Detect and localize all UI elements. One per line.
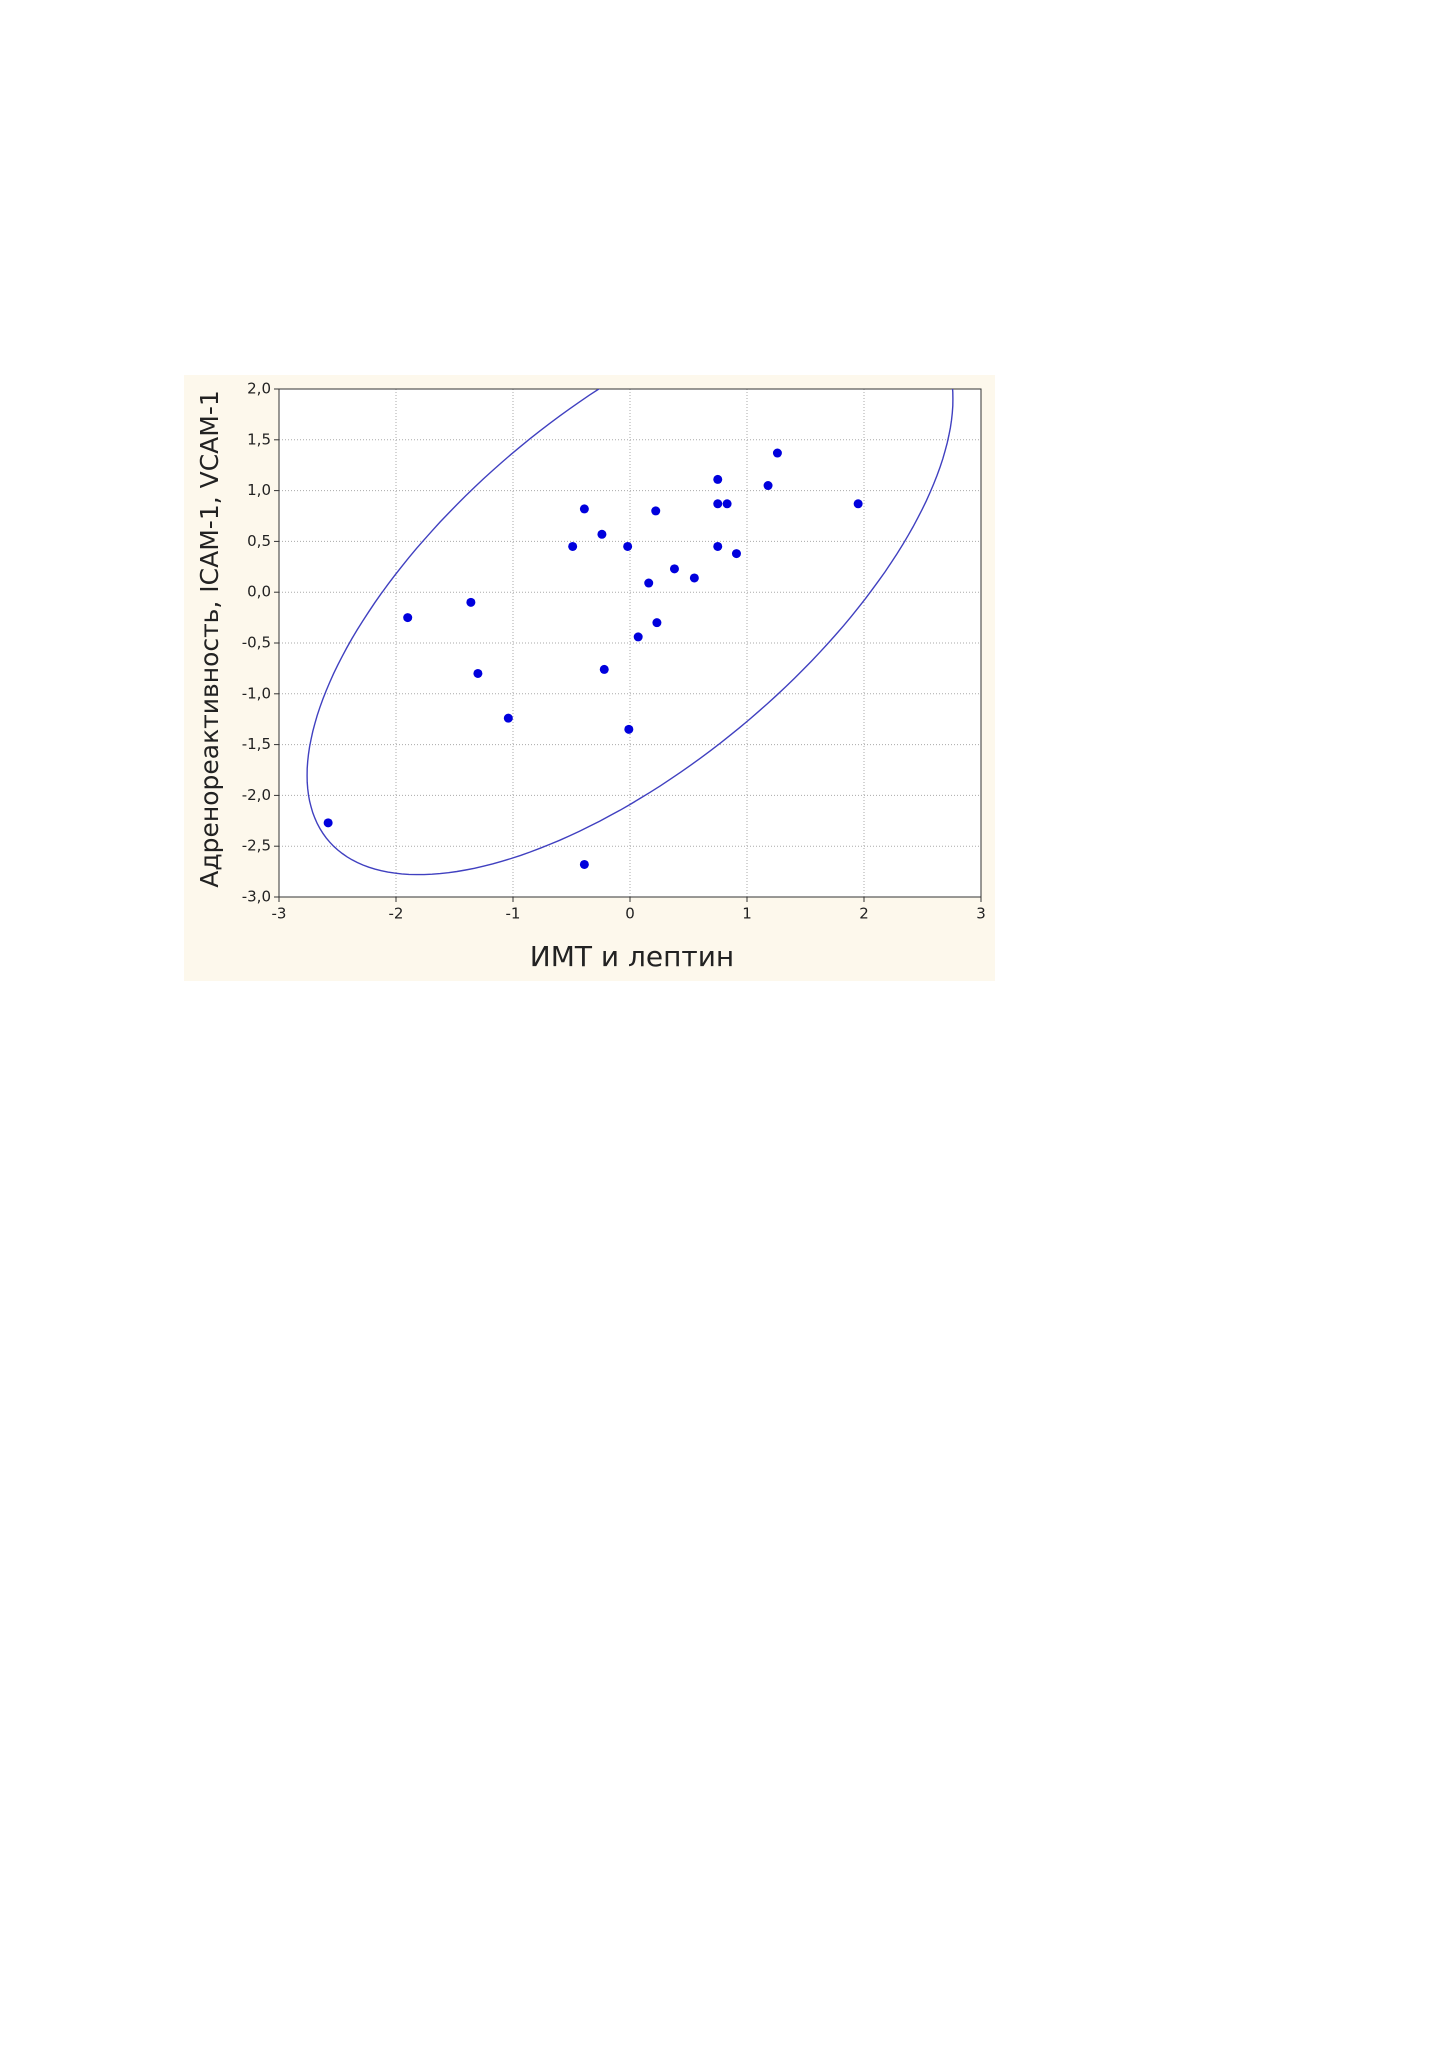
point (599, 664, 609, 674)
point (651, 506, 661, 516)
point (466, 597, 476, 607)
point (503, 713, 513, 723)
y-tick-label: 1,5 (247, 430, 271, 448)
point (722, 499, 732, 509)
y-axis-label: Адренореактивность, ICAM-1, VCAM-1 (195, 390, 224, 888)
point (579, 859, 589, 869)
confidence-ellipse (306, 389, 954, 876)
x-tick-label: -1 (506, 905, 521, 923)
y-tick-label: 0,0 (247, 583, 271, 601)
y-tick-label: 2,0 (247, 380, 271, 398)
y-tick-label: 0,5 (247, 532, 271, 550)
point (633, 632, 643, 642)
point (763, 481, 773, 491)
point (624, 724, 634, 734)
y-tick-label: -3,0 (242, 888, 271, 906)
point (669, 564, 679, 574)
y-tick-label: -0,5 (242, 634, 271, 652)
point (853, 499, 863, 509)
x-tick-label: 3 (976, 905, 986, 923)
point (731, 549, 741, 559)
point (568, 541, 578, 551)
point (713, 541, 723, 551)
point (652, 618, 662, 628)
point (623, 541, 633, 551)
y-tick-label: -2,0 (242, 786, 271, 804)
y-tick-label: 1,0 (247, 481, 271, 499)
point (689, 573, 699, 583)
x-tick-label: -2 (389, 905, 404, 923)
y-tick-label: -1,5 (242, 735, 271, 753)
x-tick-label: 2 (859, 905, 869, 923)
x-axis-label: ИМТ и лептин (530, 940, 734, 973)
point (772, 448, 782, 458)
point (473, 668, 483, 678)
point (644, 578, 654, 588)
x-tick-label: 1 (742, 905, 752, 923)
point (713, 499, 723, 509)
y-tick-label: -2,5 (242, 837, 271, 855)
point (579, 504, 589, 514)
y-tick-label: -1,0 (242, 684, 271, 702)
point (323, 818, 333, 828)
point (403, 613, 413, 623)
x-tick-label: 0 (625, 905, 635, 923)
point (713, 474, 723, 484)
point (597, 529, 607, 539)
x-tick-label: -3 (272, 905, 287, 923)
